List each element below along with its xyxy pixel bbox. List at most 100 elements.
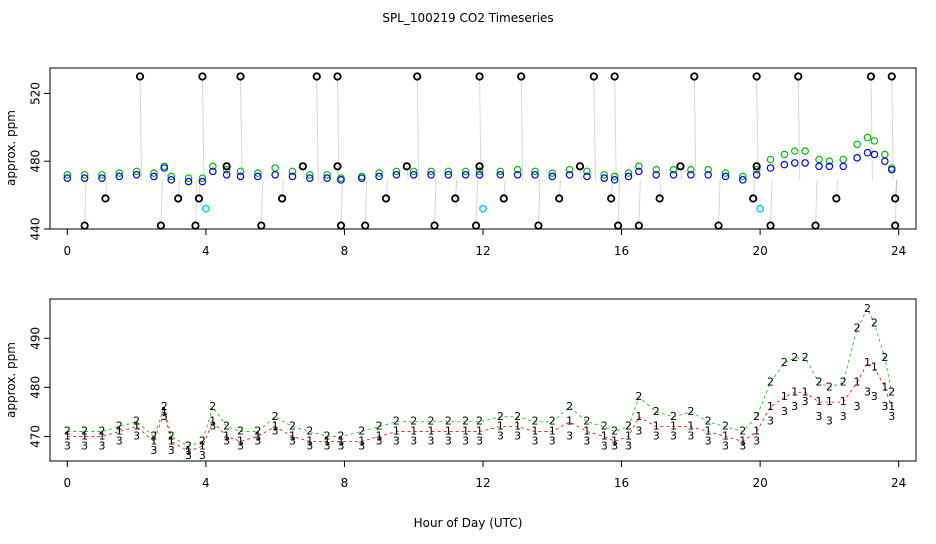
top-series-2-point <box>565 165 574 174</box>
top-x-tick-label: 4 <box>202 244 210 258</box>
chart-title: SPL_100219 CO2 Timeseries <box>382 11 553 25</box>
top-raw-point <box>891 194 900 203</box>
bottom-series-1-mark: 1 <box>753 425 760 438</box>
top-series-1-point <box>531 170 539 179</box>
top-raw-connector <box>194 179 198 226</box>
top-raw-point <box>381 194 391 203</box>
bottom-series-2-mark: 2 <box>583 415 590 428</box>
top-raw-point <box>749 194 758 203</box>
bottom-series-3-mark: 3 <box>289 434 296 447</box>
bottom-series-3-mark: 3 <box>410 434 417 447</box>
top-raw-point <box>634 221 643 230</box>
top-raw-connector <box>891 76 894 180</box>
top-series-2-point <box>825 157 834 166</box>
top-raw-connector <box>364 179 368 226</box>
top-raw-connector <box>593 76 596 180</box>
bottom-series-2-mark: 2 <box>445 415 452 428</box>
top-series-1-point <box>565 170 574 179</box>
top-series-1-point <box>150 172 158 181</box>
bottom-series-3-mark: 3 <box>802 395 809 408</box>
top-raw-connector <box>770 179 773 226</box>
top-series-1-point <box>409 170 418 179</box>
bottom-series-1-mark: 1 <box>739 434 746 447</box>
bottom-series-1-mark: 1 <box>324 434 331 447</box>
top-raw-point <box>555 194 564 203</box>
top-raw-connector <box>337 166 340 180</box>
bottom-series-2-mark: 2 <box>376 420 383 433</box>
top-series-2-point <box>254 169 262 177</box>
top-raw-point <box>333 72 342 81</box>
top-series-2-point <box>839 155 848 164</box>
top-raw-point <box>794 72 803 81</box>
bottom-series-3-mark: 3 <box>306 439 313 452</box>
top-raw-point <box>257 221 266 230</box>
top-series-2-point <box>198 174 207 182</box>
top-series-1-point <box>63 174 72 182</box>
top-raw-point <box>475 72 484 81</box>
top-x-tick-label: 20 <box>752 244 767 258</box>
bottom-series-2-mark: 2 <box>871 317 878 330</box>
bottom-series-2-mark: 2 <box>150 429 157 442</box>
top-raw-point <box>277 194 287 203</box>
bottom-series-3-mark: 3 <box>497 429 504 442</box>
bottom-series-1-mark: 1 <box>531 425 538 438</box>
top-raw-point <box>714 221 723 230</box>
top-series-1-point <box>461 170 470 179</box>
bottom-series-1-mark: 1 <box>871 361 878 374</box>
top-raw-point <box>413 72 422 81</box>
bottom-series-2-mark: 2 <box>888 385 895 398</box>
top-raw-connector <box>797 76 801 180</box>
bottom-x-tick-label: 0 <box>63 476 71 490</box>
top-series-2-point <box>721 169 730 177</box>
bottom-series-3-mark: 3 <box>476 434 483 447</box>
bottom-series-3-mark: 3 <box>881 400 888 413</box>
bottom-series-1-mark: 1 <box>888 400 895 413</box>
bottom-series-2-mark: 2 <box>358 425 365 438</box>
top-raw-connector <box>160 179 163 226</box>
top-series-1-point <box>583 172 591 181</box>
bottom-series-1-mark: 1 <box>670 420 677 433</box>
top-series-2-point <box>271 164 279 172</box>
top-series-1-point <box>115 172 124 181</box>
bottom-y-tick-label: 480 <box>29 376 43 399</box>
top-raw-point <box>135 72 145 81</box>
top-series-2-point <box>669 165 678 174</box>
bottom-x-tick-label: 24 <box>891 476 906 490</box>
bottom-series-3-mark: 3 <box>705 434 712 447</box>
top-raw-point <box>236 72 245 81</box>
top-series-1-point <box>863 148 872 157</box>
bottom-series-1-mark: 1 <box>358 434 365 447</box>
top-raw-point <box>156 221 165 230</box>
top-series-2-point <box>63 170 72 179</box>
bottom-series-1-mark: 1 <box>445 425 452 438</box>
top-raw-point <box>222 162 231 171</box>
top-series-2-point <box>496 167 505 176</box>
bottom-series-3-mark: 3 <box>739 439 746 452</box>
top-raw-connector <box>406 166 409 180</box>
top-raw-point <box>430 221 439 230</box>
bottom-series-3-mark: 3 <box>223 434 230 447</box>
top-raw-point <box>361 221 370 230</box>
top-raw-point <box>887 72 896 81</box>
bottom-series-2-mark: 2 <box>722 420 729 433</box>
top-series-1-point <box>198 177 207 186</box>
top-raw-connector <box>260 179 264 226</box>
bottom-series-3-mark: 3 <box>722 439 729 452</box>
bottom-series-3-mark: 3 <box>98 439 105 452</box>
top-series-2-point <box>780 150 789 159</box>
bottom-series-3-mark: 3 <box>635 425 642 438</box>
x-axis-label: Hour of Day (UTC) <box>414 516 523 530</box>
bottom-series-2-mark: 2 <box>199 434 206 447</box>
bottom-series-2-mark: 2 <box>133 415 140 428</box>
bottom-series-2-mark: 2 <box>237 425 244 438</box>
bottom-series-2-mark: 2 <box>289 420 296 433</box>
bottom-series-1-mark: 1 <box>864 356 871 369</box>
top-series-1-point <box>738 176 747 184</box>
bottom-series-2-mark: 2 <box>625 420 632 433</box>
top-raw-point <box>832 194 841 203</box>
bottom-series-2-mark: 2 <box>753 410 760 423</box>
bottom-series-2-mark: 2 <box>324 429 331 442</box>
bottom-series-1-mark: 1 <box>410 425 417 438</box>
top-raw-connector <box>201 76 205 180</box>
